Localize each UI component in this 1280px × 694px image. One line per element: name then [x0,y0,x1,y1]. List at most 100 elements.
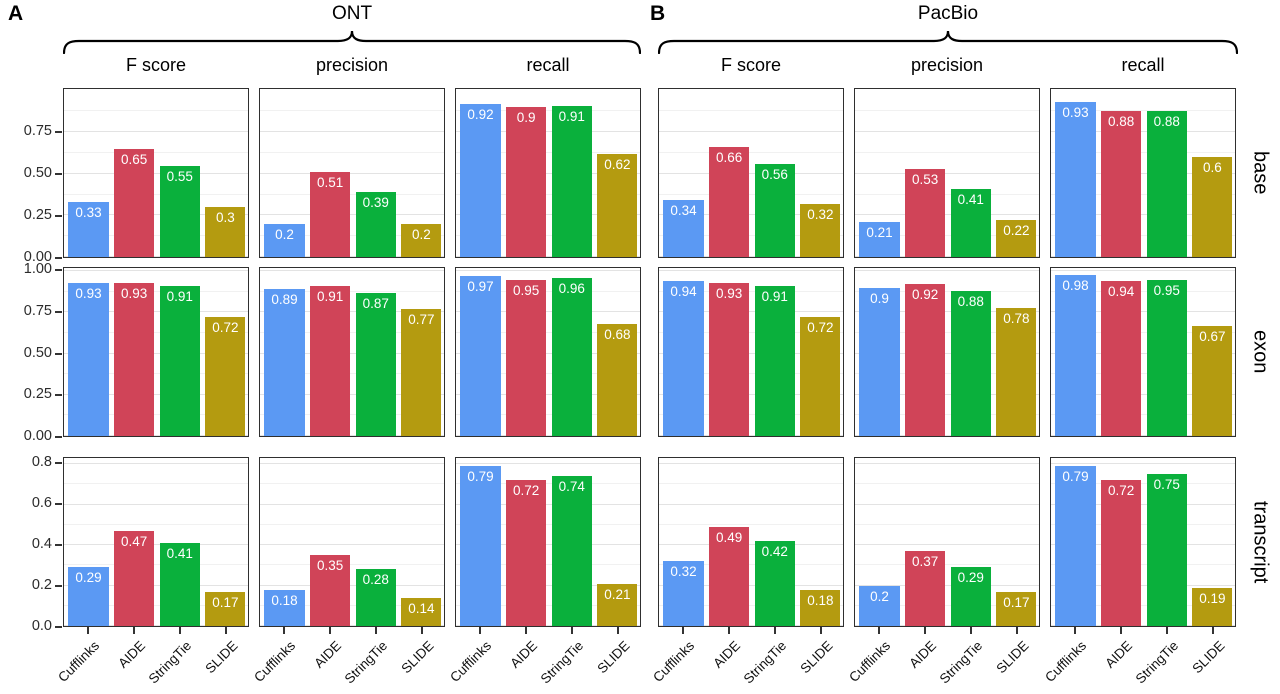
x-tick-label-slide: SLIDE [398,638,437,677]
bar-aide: 0.37 [905,551,946,626]
x-tick-label-aide: AIDE [906,638,940,671]
bar-aide: 0.72 [1101,480,1142,626]
gridline-minor [260,483,444,485]
gridline-major [1051,256,1235,257]
gridline-minor [659,332,843,334]
bar-aide: 0.88 [1101,110,1142,257]
gridline-minor [855,193,1039,195]
gridline-minor [64,152,248,154]
gridline-minor [855,564,1039,566]
bar-value-label: 0.14 [408,600,435,616]
gridline-minor [1051,332,1235,334]
gridline-major [260,172,444,174]
bar-value-label: 0.17 [1003,594,1030,610]
bar-cufflinks: 0.79 [460,466,501,626]
gridline-major [659,435,843,436]
bar-cufflinks: 0.2 [264,223,305,257]
bar-stringtie: 0.42 [754,541,795,626]
gridline-major [855,503,1039,505]
x-tick-label-stringtie: StringTie [937,638,986,687]
bar-cufflinks: 0.32 [663,561,704,626]
gridline-minor [659,373,843,375]
gridline-major [260,503,444,505]
y-tick-label: 0.50 [23,164,52,181]
bar-value-label: 0.29 [75,570,102,586]
gridline-minor [1051,523,1235,525]
bar-slide: 0.68 [597,324,638,436]
gridline-major [659,214,843,216]
y-tick [55,172,62,175]
bar-aide: 0.92 [905,284,946,436]
gridline-major [659,625,843,626]
gridline-minor [64,373,248,375]
gridline-major [1051,311,1235,313]
gridline-minor [260,414,444,416]
bar-value-label: 0.66 [715,150,743,166]
x-tick [478,627,481,634]
bar-slide: 0.22 [996,220,1037,257]
bar-value-label: 0.72 [1107,483,1135,499]
bar-value-label: 0.34 [670,203,697,219]
facet-col-header-pacbio-recall: recall [1121,55,1165,75]
y-tick [55,503,62,506]
gridline-major [1051,131,1235,133]
x-tick [1212,627,1215,634]
bar-slide: 0.67 [1192,325,1233,436]
x-tick-label-slide: SLIDE [1189,638,1228,677]
gridline-minor [659,414,843,416]
bar-value-label: 0.65 [120,151,148,167]
bar-cufflinks: 0.2 [859,585,900,626]
panel-pacbio-recall-exon: 0.98 0.94 0.95 0.67 [1050,267,1236,437]
gridline-minor [855,414,1039,416]
gridline-major [855,625,1039,626]
bar-value-label: 0.89 [271,292,298,308]
gridline-major [456,393,640,395]
x-tick-label-stringtie: StringTie [741,638,790,687]
bar-stringtie: 0.41 [950,188,991,257]
bar-cufflinks: 0.18 [264,589,305,626]
bar-slide: 0.6 [1192,157,1233,257]
x-tick [773,627,776,634]
bar-value-label: 0.41 [957,191,984,207]
gridline-major [1051,393,1235,395]
x-tick [1165,627,1168,634]
gridline-major [855,270,1039,272]
bar-aide: 0.93 [114,282,155,436]
gridline-minor [456,193,640,195]
gridline-minor [1051,373,1235,375]
panel-pacbio-f-score-transcript: 0.32 0.49 0.42 0.18 [658,457,844,627]
bar-value-label: 0.41 [166,546,193,562]
gridline-minor [1051,414,1235,416]
x-tick [132,627,135,634]
gridline-minor [260,193,444,195]
y-tick [55,257,62,259]
y-tick-label: 0.4 [31,536,52,553]
facet-row-label-transcript: transcript [1244,457,1276,627]
gridline-major [64,172,248,174]
bar-cufflinks: 0.93 [1055,102,1096,257]
gridline-minor [659,193,843,195]
panel-pacbio-f-score-exon: 0.94 0.93 0.91 0.72 [658,267,844,437]
bar-stringtie: 0.28 [355,569,396,626]
bar-slide: 0.3 [205,207,246,257]
gridline-major [456,544,640,546]
bar-aide: 0.66 [709,147,750,257]
bar-value-label: 0.19 [1199,590,1226,606]
gridline-major [855,172,1039,174]
bar-stringtie: 0.91 [159,286,200,436]
bar-stringtie: 0.91 [551,105,592,257]
x-tick [178,627,181,634]
bar-aide: 0.91 [310,286,351,436]
bar-stringtie: 0.95 [1146,279,1187,436]
x-tick [374,627,377,634]
gridline-minor [659,604,843,606]
bar-aide: 0.93 [709,282,750,436]
bar-slide: 0.62 [597,153,638,257]
gridline-major [659,270,843,272]
bar-stringtie: 0.88 [1146,110,1187,257]
gridline-major [855,393,1039,395]
bar-value-label: 0.39 [362,195,389,211]
gridline-major [64,214,248,216]
y-tick-label: 0.00 [23,428,52,444]
gridline-minor [1051,152,1235,154]
